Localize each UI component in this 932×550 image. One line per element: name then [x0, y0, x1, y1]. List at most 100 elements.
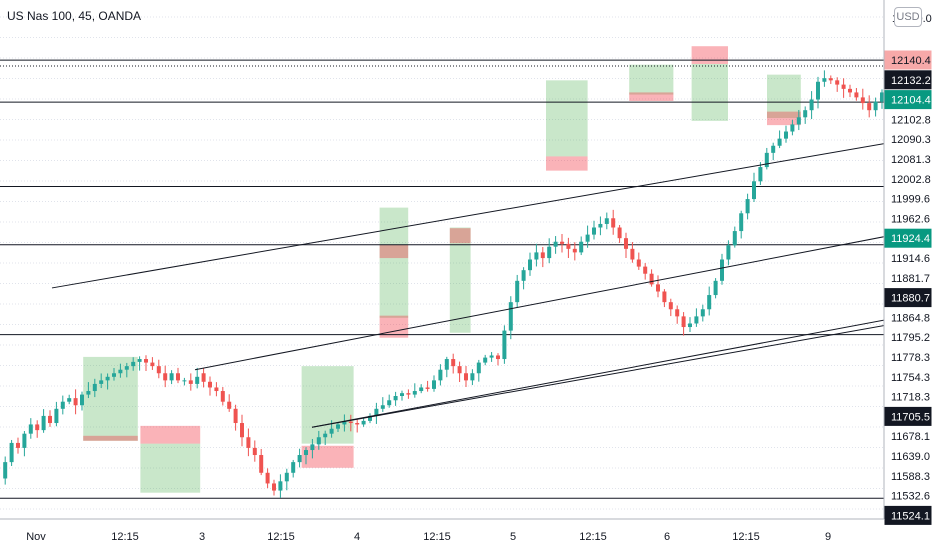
price-label-box — [884, 248, 932, 268]
candle-down — [272, 483, 276, 491]
candle-up — [508, 302, 513, 331]
candle-up — [41, 415, 46, 431]
candle-up — [342, 421, 347, 425]
loss-zone — [546, 156, 588, 171]
channel-line — [51, 134, 932, 289]
candle-up — [585, 234, 590, 242]
candle-up — [380, 405, 385, 409]
candle-up — [777, 138, 782, 146]
trend-channel — [51, 134, 932, 428]
x-tick-label: 3 — [199, 531, 205, 543]
candle-down — [560, 241, 564, 244]
candle-down — [16, 442, 20, 448]
price-label-box — [884, 505, 932, 525]
candle-up — [9, 442, 14, 463]
price-label-box — [884, 367, 932, 387]
candle-down — [496, 355, 500, 360]
candle-up — [688, 323, 692, 328]
candle-down — [265, 472, 270, 484]
candle-up — [412, 391, 417, 395]
price-label-box — [884, 149, 932, 169]
price-label-box — [884, 426, 932, 446]
candle-up — [822, 78, 827, 82]
price-label: 11588.3 — [891, 471, 930, 483]
profit-zone — [83, 356, 138, 441]
price-label: 11778.3 — [891, 352, 930, 364]
candle-up — [304, 450, 308, 456]
candle-down — [214, 387, 219, 392]
candle-up — [745, 199, 750, 214]
candle-up — [124, 366, 129, 370]
candle-up — [771, 145, 776, 153]
candle-down — [406, 393, 411, 395]
candle-down — [675, 309, 680, 317]
x-tick-label: 12:15 — [111, 531, 139, 543]
candle-up — [707, 295, 712, 310]
x-tick-label: 9 — [825, 531, 831, 543]
candle-up — [284, 472, 289, 482]
profit-zone — [379, 207, 409, 318]
loss-zone — [449, 228, 471, 244]
candle-up — [809, 99, 814, 111]
candle-up — [54, 408, 59, 424]
candle-up — [438, 369, 443, 381]
candle-up — [432, 380, 436, 389]
x-tick-label: 12:15 — [423, 531, 451, 543]
candle-up — [547, 246, 552, 259]
gridlines — [0, 16, 884, 510]
candle-up — [22, 433, 27, 448]
candle-up — [374, 408, 379, 416]
candle-up — [873, 101, 878, 111]
profit-zone — [449, 227, 471, 333]
candle-down — [176, 373, 180, 381]
price-label: 11924.4 — [891, 233, 930, 245]
profit-zone — [767, 74, 801, 119]
candle-up — [118, 369, 123, 374]
candle-up — [323, 433, 328, 438]
candle-down — [656, 284, 660, 292]
candle-up — [694, 316, 699, 324]
candle-down — [662, 291, 667, 303]
candle-down — [464, 373, 468, 381]
candle-down — [227, 401, 232, 409]
candle-up — [816, 81, 820, 100]
price-label: 12090.3 — [891, 134, 931, 146]
candle-up — [67, 398, 72, 402]
candle-up — [604, 218, 609, 224]
candle-up — [444, 359, 449, 370]
x-tick-label: 12:15 — [579, 531, 607, 543]
candle-down — [163, 373, 168, 381]
candle-down — [73, 398, 78, 406]
loss-zone — [83, 435, 138, 441]
price-label: 11795.2 — [891, 332, 930, 344]
price-label: 11639.0 — [891, 451, 930, 463]
candle-up — [553, 241, 558, 247]
candle-down — [220, 391, 225, 402]
profit-zone — [691, 63, 728, 121]
candle-up — [182, 380, 187, 382]
candle-down — [35, 424, 40, 431]
price-label-box — [884, 327, 932, 347]
price-label-box — [884, 466, 932, 486]
currency-badge[interactable]: USD — [894, 7, 922, 27]
candle-down — [425, 387, 430, 389]
candle-up — [3, 462, 8, 479]
x-tick-label: 12:15 — [267, 531, 295, 543]
candle-down — [630, 248, 635, 260]
candle-up — [137, 359, 142, 362]
price-label-box — [884, 109, 932, 129]
price-label-box — [884, 406, 932, 426]
candle-down — [233, 408, 238, 424]
position-zones — [83, 46, 801, 493]
price-label-box — [884, 189, 932, 209]
candle-up — [60, 401, 65, 409]
candle-up — [92, 383, 97, 392]
loss-zone — [629, 92, 674, 101]
candle-up — [489, 355, 494, 358]
candle-down — [617, 227, 622, 239]
candle-up — [528, 259, 532, 271]
candle-down — [643, 266, 648, 274]
candle-up — [419, 387, 424, 392]
